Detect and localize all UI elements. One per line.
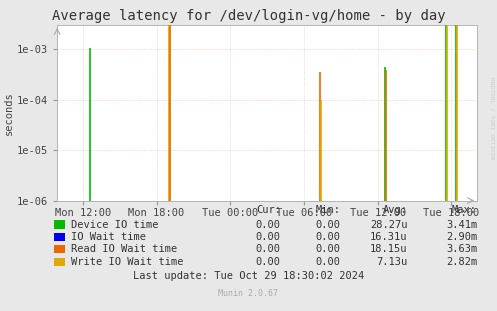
Text: 0.00: 0.00	[256, 244, 281, 254]
Text: Cur:: Cur:	[256, 205, 281, 215]
Text: 3.63m: 3.63m	[446, 244, 477, 254]
Text: 0.00: 0.00	[256, 232, 281, 242]
Text: IO Wait time: IO Wait time	[71, 232, 146, 242]
Text: 0.00: 0.00	[316, 257, 340, 267]
Text: Max:: Max:	[452, 205, 477, 215]
Text: Read IO Wait time: Read IO Wait time	[71, 244, 177, 254]
Text: Munin 2.0.67: Munin 2.0.67	[219, 290, 278, 298]
Text: 3.41m: 3.41m	[446, 220, 477, 230]
Text: 0.00: 0.00	[316, 232, 340, 242]
Text: 0.00: 0.00	[316, 220, 340, 230]
Text: Device IO time: Device IO time	[71, 220, 158, 230]
Text: 0.00: 0.00	[316, 244, 340, 254]
Text: RRDTOOL / TOBI OETIKER: RRDTOOL / TOBI OETIKER	[490, 77, 495, 160]
Text: 28.27u: 28.27u	[370, 220, 408, 230]
Text: 0.00: 0.00	[256, 257, 281, 267]
Text: Min:: Min:	[316, 205, 340, 215]
Text: 2.82m: 2.82m	[446, 257, 477, 267]
Text: Last update: Tue Oct 29 18:30:02 2024: Last update: Tue Oct 29 18:30:02 2024	[133, 271, 364, 281]
Text: 2.90m: 2.90m	[446, 232, 477, 242]
Text: Average latency for /dev/login-vg/home - by day: Average latency for /dev/login-vg/home -…	[52, 9, 445, 23]
Text: Avg:: Avg:	[383, 205, 408, 215]
Text: 7.13u: 7.13u	[376, 257, 408, 267]
Y-axis label: seconds: seconds	[4, 91, 14, 135]
Text: Write IO Wait time: Write IO Wait time	[71, 257, 183, 267]
Text: 16.31u: 16.31u	[370, 232, 408, 242]
Text: 0.00: 0.00	[256, 220, 281, 230]
Text: 18.15u: 18.15u	[370, 244, 408, 254]
